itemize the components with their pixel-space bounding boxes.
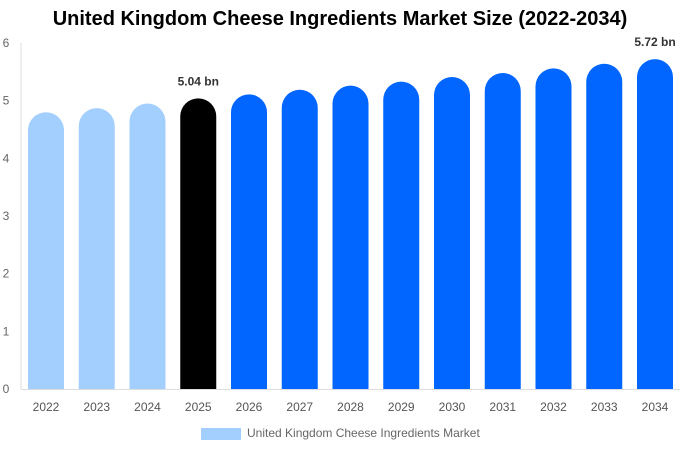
x-tick-label: 2032: [540, 400, 567, 414]
bar-2028: [332, 85, 369, 389]
x-tick-label: 2024: [134, 400, 161, 414]
bar-2027: [281, 89, 318, 389]
y-tick-label: 6: [3, 36, 10, 50]
y-tick-label: 0: [3, 382, 10, 396]
x-tick-label: 2023: [83, 400, 110, 414]
legend-label: United Kingdom Cheese Ingredients Market: [247, 426, 480, 440]
x-tick-label: 2022: [33, 400, 60, 414]
x-tick-label: 2031: [489, 400, 516, 414]
bar-2029: [383, 81, 420, 390]
bar-2030: [434, 77, 470, 389]
x-tick-label: 2034: [642, 400, 669, 414]
bar-2031: [484, 72, 521, 389]
y-tick-label: 5: [3, 94, 10, 108]
data-label-2034: 5.72 bn: [634, 35, 675, 49]
bar-2032: [535, 68, 572, 389]
legend-swatch: [201, 428, 241, 440]
x-tick-label: 2033: [591, 400, 618, 414]
x-tick-label: 2027: [286, 400, 313, 414]
bar-2034: [637, 59, 673, 389]
x-tick-label: 2026: [236, 400, 263, 414]
bar-2026: [231, 94, 267, 389]
data-label-2025: 5.04 bn: [178, 74, 219, 88]
x-tick-label: 2025: [185, 400, 212, 414]
y-tick-label: 1: [3, 324, 10, 338]
bar-2023: [78, 108, 115, 389]
y-tick-label: 3: [3, 209, 10, 223]
x-tick-label: 2028: [337, 400, 364, 414]
x-tick-label: 2029: [388, 400, 415, 414]
bar-2033: [586, 63, 623, 389]
chart-title: United Kingdom Cheese Ingredients Market…: [52, 8, 628, 30]
bar-2024: [129, 103, 166, 390]
bar-2025: [180, 98, 217, 390]
y-tick-label: 2: [3, 267, 10, 281]
x-tick-label: 2030: [439, 400, 466, 414]
bar-2022: [28, 112, 64, 389]
y-tick-label: 4: [3, 151, 10, 165]
